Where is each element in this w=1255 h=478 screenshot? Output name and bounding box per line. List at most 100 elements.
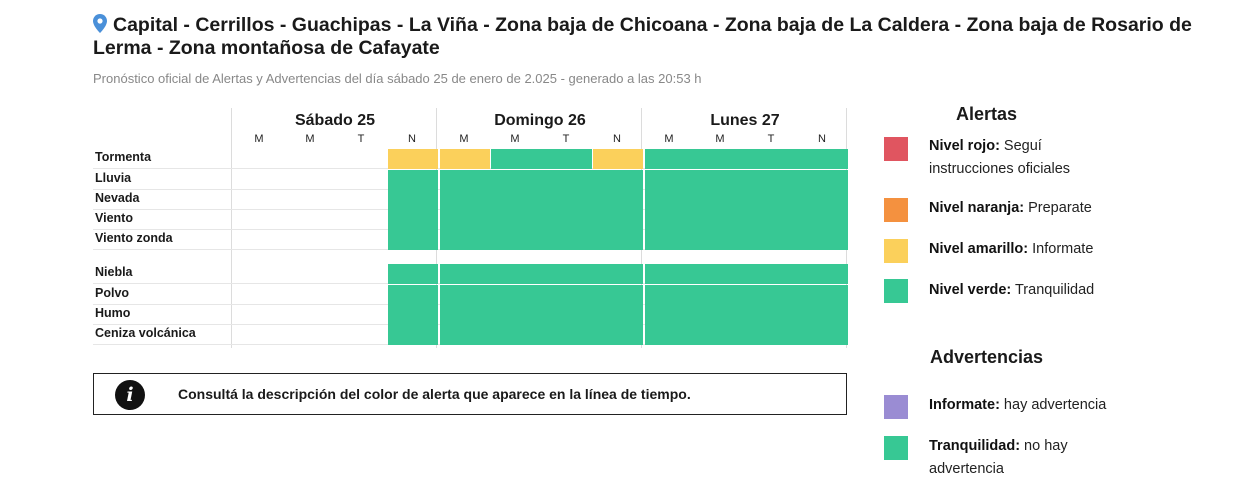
alert-cell-green: [747, 264, 798, 284]
legend-swatch: [884, 198, 908, 222]
legend-swatch: [884, 137, 908, 161]
alert-cell-green: [388, 264, 438, 284]
alerts-legend-title: Alertas: [956, 104, 1018, 124]
row-label: Viento zonda: [95, 231, 173, 245]
alert-cell-green: [440, 190, 491, 210]
shift-label: M: [664, 133, 674, 145]
legend-item: Nivel rojo: Seguí instrucciones oficiale…: [929, 135, 1129, 181]
shift-label: M: [254, 133, 264, 145]
shift-label: T: [357, 133, 365, 145]
alert-cell-green: [491, 285, 542, 305]
alert-cell-green: [593, 305, 643, 325]
alert-cell-green: [798, 170, 848, 190]
legend-item: Tranquilidad: no hay advertencia: [929, 435, 1129, 478]
legend-swatch: [884, 239, 908, 263]
legend-item: Informate: hay advertencia: [929, 394, 1129, 417]
legend-swatch: [884, 279, 908, 303]
alert-cell-green: [798, 190, 848, 210]
alert-cell-green: [645, 325, 696, 345]
alert-cell-green: [440, 264, 491, 284]
legend-level: Informate:: [929, 397, 1000, 413]
row-label: Niebla: [95, 265, 133, 279]
row-label: Humo: [95, 306, 131, 320]
alert-cell-green: [747, 305, 798, 325]
alert-cell-green: [696, 149, 747, 169]
alert-cell-green: [491, 230, 542, 250]
alert-cell-green: [440, 285, 491, 305]
alert-cell-green: [491, 190, 542, 210]
legend-desc: Tranquilidad: [1011, 282, 1095, 298]
alert-cell-green: [440, 305, 491, 325]
alert-cell-green: [593, 285, 643, 305]
alert-cell-green: [645, 264, 696, 284]
row-label: Polvo: [95, 286, 130, 300]
row-label: Nevada: [95, 191, 140, 205]
alert-cell-green: [542, 190, 593, 210]
alert-cell-green: [542, 170, 593, 190]
alert-cell-green: [747, 210, 798, 230]
alert-cell-green: [696, 190, 747, 210]
alert-cell-green: [388, 170, 438, 190]
legend-desc: no hay advertencia: [929, 438, 1068, 477]
alert-cell-green: [593, 230, 643, 250]
alert-cell-green: [542, 149, 592, 169]
alert-cell-green: [798, 285, 848, 305]
info-icon: i: [115, 380, 145, 410]
alert-cell-green: [798, 210, 848, 230]
alert-cell-green: [645, 190, 696, 210]
alert-cell-green: [798, 305, 848, 325]
alert-cell-yellow: [440, 149, 490, 169]
alert-cell-green: [542, 285, 593, 305]
alert-cell-green: [542, 264, 593, 284]
day-separator: [231, 108, 232, 348]
alert-cell-yellow: [388, 149, 438, 169]
legend-level: Tranquilidad:: [929, 438, 1021, 454]
shift-label: N: [408, 133, 416, 145]
alert-cell-green: [696, 285, 747, 305]
row-label: Ceniza volcánica: [95, 326, 196, 340]
alert-cell-green: [491, 305, 542, 325]
row-label: Tormenta: [95, 150, 152, 164]
alert-cell-green: [440, 210, 491, 230]
alert-cell-green: [440, 230, 491, 250]
alert-cell-green: [542, 325, 593, 345]
legend-swatch: [884, 395, 908, 419]
alert-cell-green: [747, 325, 798, 345]
alert-cell-green: [645, 149, 696, 169]
alert-cell-green: [542, 210, 593, 230]
shift-label: T: [562, 133, 570, 145]
alert-cell-green: [542, 230, 593, 250]
alert-cell-green: [696, 305, 747, 325]
location-pin-icon: [93, 14, 107, 33]
legend-desc: Informate: [1028, 241, 1094, 257]
alert-cell-green: [593, 264, 643, 284]
alert-cell-green: [593, 190, 643, 210]
alert-cell-green: [491, 210, 542, 230]
alert-cell-green: [645, 170, 696, 190]
alert-cell-yellow: [593, 149, 643, 169]
alert-cell-green: [491, 149, 542, 169]
legend-swatch: [884, 436, 908, 460]
alert-cell-green: [593, 170, 643, 190]
legend-item: Nivel verde: Tranquilidad: [929, 279, 1129, 302]
day-header: Sábado 25: [294, 112, 376, 129]
alert-cell-green: [645, 305, 696, 325]
day-header: Domingo 26: [494, 112, 586, 129]
warnings-legend-title: Advertencias: [930, 347, 1044, 367]
legend-item: Nivel naranja: Preparate: [929, 197, 1129, 220]
alert-cell-green: [696, 325, 747, 345]
alert-cell-green: [696, 170, 747, 190]
alert-cell-green: [388, 305, 438, 325]
alert-timeline: Sábado 25 M M T N Domingo 26 M M T N Lunes 27 M M T N T…: [93, 108, 848, 348]
alert-cell-green: [388, 230, 438, 250]
legend-item: Nivel amarillo: Informate: [929, 238, 1129, 261]
title-text: Capital - Cerrillos - Guachipas - La Viñ…: [93, 14, 1192, 59]
alert-cell-green: [696, 264, 747, 284]
alert-cell-green: [747, 190, 798, 210]
legend-desc: Seguí instrucciones oficiales: [929, 138, 1071, 177]
alert-cell-green: [798, 149, 848, 169]
alert-cell-green: [747, 149, 798, 169]
alert-cell-green: [491, 170, 542, 190]
alert-cell-green: [696, 230, 747, 250]
alert-cell-green: [440, 325, 491, 345]
